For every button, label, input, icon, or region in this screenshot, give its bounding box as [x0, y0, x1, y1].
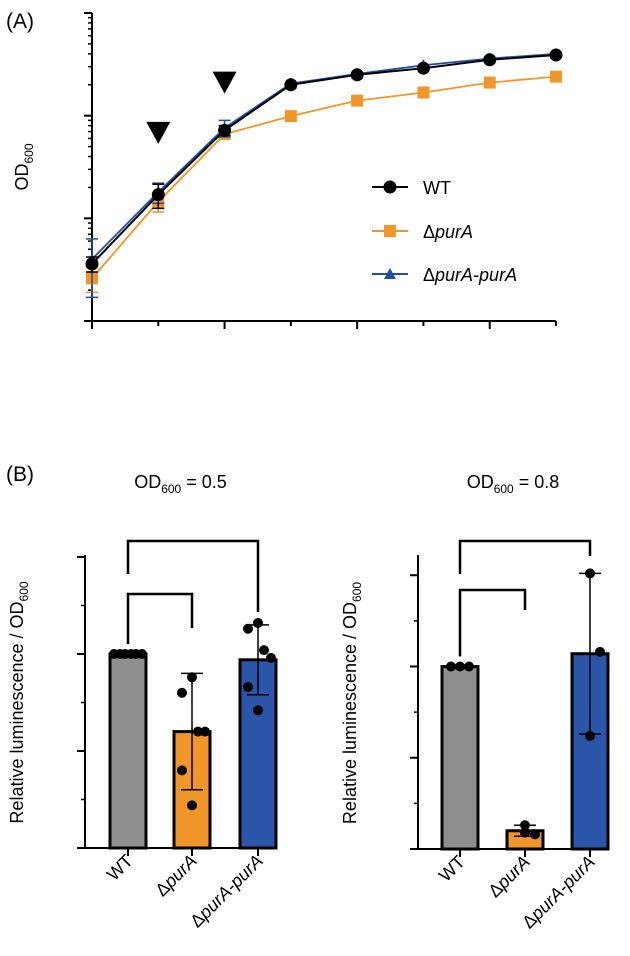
x-category-label: WT: [435, 852, 469, 886]
plot-title-subscript: 600: [494, 482, 514, 496]
plot-title-rest: = 0.5: [181, 472, 227, 492]
series-line: [91, 53, 557, 265]
data-point: [187, 672, 197, 683]
x-category-plain: WT: [103, 851, 137, 885]
data-point: [177, 687, 187, 698]
data-point: [549, 48, 563, 62]
data-point: [137, 649, 147, 659]
data-point: [464, 661, 474, 672]
significance-bracket: [458, 539, 592, 574]
data-point: [585, 568, 595, 579]
data-point: [253, 617, 263, 628]
data-point: [218, 123, 232, 137]
plot-title-base: OD: [134, 472, 161, 492]
data-point: [85, 257, 99, 271]
data-point: [243, 623, 253, 634]
plot-title-rest: = 0.8: [514, 472, 560, 492]
legend-marker: [383, 180, 397, 194]
legend-label: ΔpurA-purA: [423, 265, 517, 285]
x-category-italic: purA-purA: [194, 851, 267, 924]
arrowhead-annotation: [212, 71, 237, 94]
plot-title: OD600 = 0.8: [467, 472, 560, 496]
data-point: [520, 820, 530, 831]
bar: [440, 665, 480, 851]
data-point: [266, 652, 276, 663]
data-point: [284, 78, 298, 92]
legend-label-italic: purA: [434, 222, 473, 242]
legend-label: WT: [423, 178, 451, 198]
y-axis-title-base: Relative luminescence / OD: [340, 602, 360, 824]
data-point: [350, 68, 364, 82]
significance-bracket: [458, 588, 527, 657]
x-category-label: ΔpurA: [151, 851, 201, 901]
legend-label-prefix: Δ: [423, 222, 435, 242]
data-point: [550, 70, 562, 83]
legend-label-prefix: Δ: [423, 265, 435, 285]
data-point: [595, 646, 605, 657]
y-axis-title-base: OD: [12, 164, 32, 191]
data-point: [416, 61, 430, 75]
x-category-label: WT: [103, 851, 137, 885]
y-axis-title: Relative luminescence / OD600: [340, 582, 364, 824]
significance-bracket: [126, 592, 194, 644]
data-point: [253, 705, 263, 716]
bar: [108, 652, 148, 850]
panel-label-b: (B): [6, 463, 34, 486]
data-point: [417, 86, 430, 99]
data-point: [483, 76, 496, 89]
y-axis-title-subscript: 600: [17, 581, 31, 601]
data-point: [585, 730, 595, 741]
data-point: [187, 800, 197, 811]
data-point: [284, 110, 297, 123]
data-point: [151, 188, 165, 202]
x-category-plain: WT: [435, 852, 469, 886]
y-axis-title-subscript: 600: [350, 582, 364, 602]
data-point: [455, 661, 465, 672]
series-line: [91, 75, 557, 279]
data-point: [177, 765, 187, 776]
plot-title: OD600 = 0.5: [134, 472, 227, 496]
data-point: [259, 645, 269, 656]
y-axis-title-subscript: 600: [22, 143, 36, 163]
plot-title-base: OD: [467, 472, 494, 492]
legend-label: ΔpurA: [423, 222, 473, 242]
data-point: [243, 681, 253, 692]
y-axis-title: OD600: [12, 143, 36, 190]
x-category-label: ΔpurA: [484, 852, 534, 902]
significance-bracket: [126, 539, 260, 612]
legend-label-italic: purA-purA: [434, 265, 517, 285]
data-point: [446, 661, 456, 672]
data-point: [530, 829, 540, 840]
x-category-italic: purA-purA: [526, 852, 599, 925]
data-point: [193, 726, 203, 737]
legend-marker: [384, 268, 396, 279]
y-axis-title: Relative luminescence / OD600: [7, 581, 31, 823]
arrowhead-annotation: [146, 121, 171, 144]
legend-marker: [384, 225, 396, 237]
data-point: [351, 94, 364, 107]
data-point: [520, 827, 530, 838]
y-axis-title-base: Relative luminescence / OD: [7, 601, 27, 823]
data-point: [483, 53, 497, 67]
data-point: [200, 726, 210, 737]
panel-label-a: (A): [6, 10, 34, 33]
plot-title-subscript: 600: [161, 482, 181, 496]
